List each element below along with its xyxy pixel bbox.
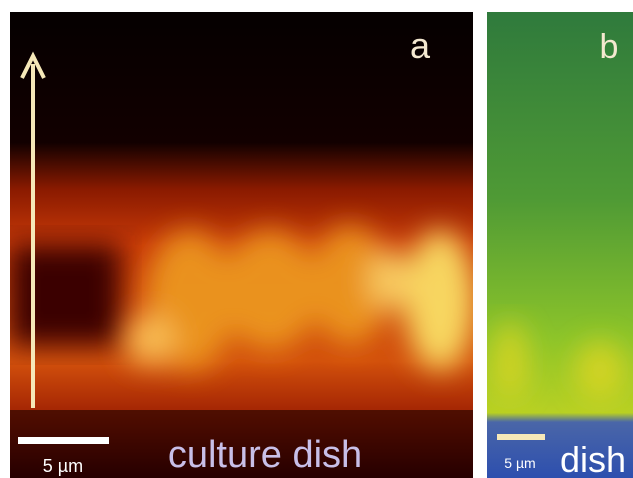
caption: dish: [560, 439, 626, 478]
panel-label: b: [600, 28, 619, 66]
caption: culture dish: [168, 434, 362, 476]
page: a 5 µm culture dish b 5 µm dish (() => {…: [0, 0, 633, 478]
panel-a: a 5 µm culture dish: [10, 12, 475, 478]
panel-label: a: [410, 25, 431, 66]
scale-bar-label: 5 µm: [43, 456, 83, 476]
panel-b: b 5 µm dish: [487, 12, 633, 478]
scale-bar-label: 5 µm: [504, 455, 535, 471]
figure: a 5 µm culture dish b 5 µm dish: [0, 0, 633, 478]
